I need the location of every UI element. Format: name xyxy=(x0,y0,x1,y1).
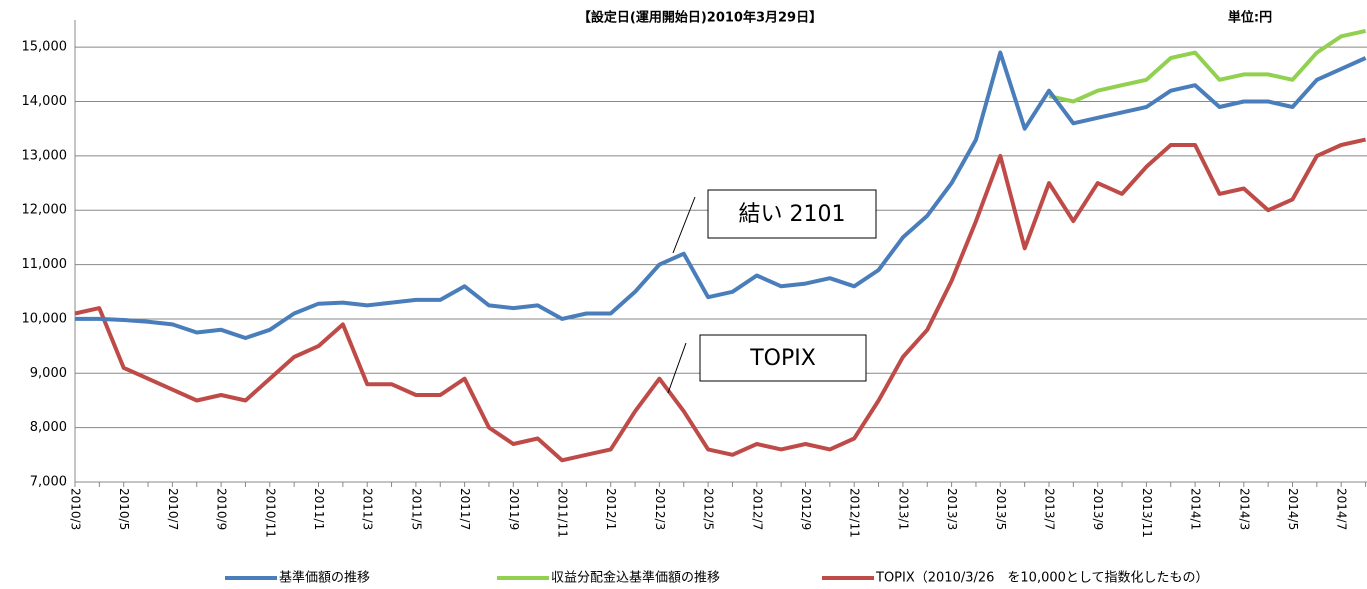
x-tick-label: 2014/1 xyxy=(1189,488,1203,530)
x-tick-label: 2014/7 xyxy=(1335,488,1349,530)
x-tick-label: 2012/7 xyxy=(750,488,764,530)
y-tick-label: 9,000 xyxy=(30,366,67,381)
series-line xyxy=(75,50,1367,340)
x-tick-label: 2014/3 xyxy=(1237,488,1251,530)
y-tick-label: 13,000 xyxy=(22,148,68,163)
x-tick-label: 2013/3 xyxy=(945,488,959,530)
x-tick-label: 2011/11 xyxy=(556,488,570,538)
x-tick-label: 2013/7 xyxy=(1043,488,1057,530)
x-tick-label: 2011/3 xyxy=(361,488,375,530)
x-tick-label: 2013/1 xyxy=(896,488,910,530)
leader-line xyxy=(672,196,696,254)
x-tick-label: 2011/1 xyxy=(312,488,326,530)
x-tick-label: 2013/9 xyxy=(1091,488,1105,530)
x-tick-label: 2012/3 xyxy=(653,488,667,530)
x-tick-label: 2011/9 xyxy=(507,488,521,530)
series-line xyxy=(1048,28,1367,104)
y-tick-label: 15,000 xyxy=(22,40,68,55)
annotation-box xyxy=(699,334,867,382)
x-tick-label: 2013/5 xyxy=(994,488,1008,530)
x-tick-label: 2011/5 xyxy=(409,488,423,530)
x-tick-label: 2013/11 xyxy=(1140,488,1154,538)
annotation: TOPIX xyxy=(749,346,816,371)
leader-line xyxy=(667,342,687,394)
chart-title: 【設定日(運用開始日)2010年3月29日】 xyxy=(578,10,822,26)
y-tick-label: 12,000 xyxy=(22,203,68,218)
legend-label: 基準価額の推移 xyxy=(279,570,370,586)
y-tick-label: 14,000 xyxy=(22,94,68,109)
legend-label: 収益分配金込基準価額の推移 xyxy=(551,570,720,586)
y-tick-label: 8,000 xyxy=(30,420,67,435)
x-tick-label: 2014/5 xyxy=(1286,488,1300,530)
y-tick-label: 7,000 xyxy=(30,475,67,490)
x-tick-label: 2012/5 xyxy=(702,488,716,530)
legend-label: TOPIX（2010/3/26 を10,000として指数化したもの） xyxy=(875,571,1209,586)
x-tick-label: 2012/11 xyxy=(848,488,862,538)
annotation-box xyxy=(707,189,877,239)
x-tick-label: 2011/7 xyxy=(458,488,472,530)
unit-label: 単位:円 xyxy=(1228,10,1272,26)
x-tick-label: 2012/9 xyxy=(799,488,813,530)
annotation: 結い 2101 xyxy=(739,202,846,227)
x-tick-label: 2010/11 xyxy=(263,488,277,538)
y-tick-label: 11,000 xyxy=(22,257,68,272)
series-line xyxy=(74,137,1367,463)
x-tick-label: 2010/7 xyxy=(166,488,180,530)
y-tick-label: 10,000 xyxy=(22,311,68,326)
x-tick-label: 2012/1 xyxy=(604,488,618,530)
x-tick-label: 2010/5 xyxy=(117,488,131,530)
x-tick-label: 2010/3 xyxy=(69,488,83,530)
x-tick-label: 2010/9 xyxy=(215,488,229,530)
